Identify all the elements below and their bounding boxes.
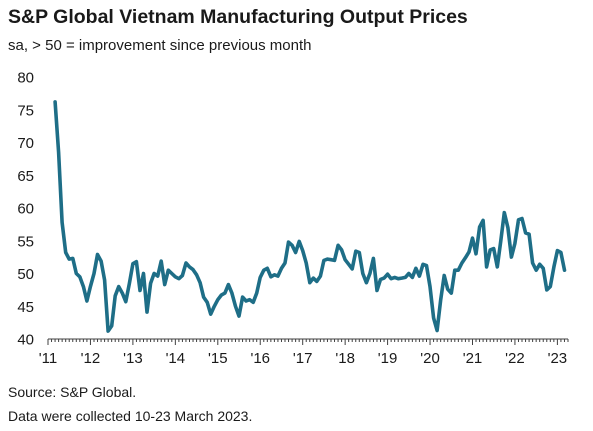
y-tick-label: 70: [17, 135, 34, 152]
x-tick-label: '23: [548, 350, 568, 367]
y-axis-labels: 40 45 50 55 60 65 70 75 80: [17, 70, 34, 349]
x-axis: [47, 338, 569, 345]
y-tick-label: 80: [17, 70, 34, 87]
y-tick-label: 45: [17, 299, 34, 316]
y-tick-label: 40: [17, 332, 34, 349]
y-tick-label: 50: [17, 266, 34, 283]
x-tick-label: '13: [123, 350, 143, 367]
x-tick-label: '12: [81, 350, 101, 367]
chart-subtitle: sa, > 50 = improvement since previous mo…: [8, 37, 312, 54]
collection-note: Data were collected 10-23 March 2023.: [8, 408, 253, 424]
x-tick-label: '15: [208, 350, 228, 367]
y-tick-label: 60: [17, 201, 34, 218]
y-tick-label: 65: [17, 168, 34, 185]
chart-title: S&P Global Vietnam Manufacturing Output …: [8, 6, 468, 28]
x-tick-label: '14: [166, 350, 186, 367]
y-tick-label: 75: [17, 102, 34, 119]
x-tick-label: '11: [39, 350, 57, 367]
x-tick-label: '18: [335, 350, 355, 367]
series-line: [53, 100, 567, 333]
x-tick-label: '22: [505, 350, 525, 367]
series-group: [53, 100, 567, 333]
x-tick-label: '17: [293, 350, 313, 367]
x-tick-label: '20: [420, 350, 440, 367]
x-tick-label: '21: [463, 350, 483, 367]
y-tick-label: 55: [17, 233, 34, 250]
source-note: Source: S&P Global.: [8, 384, 137, 400]
x-axis-labels: '11 '12 '13 '14 '15 '16 '17 '18 '19 '20 '21 '22 '23: [39, 350, 567, 367]
x-tick-label: '19: [378, 350, 398, 367]
x-tick-label: '16: [250, 350, 270, 367]
